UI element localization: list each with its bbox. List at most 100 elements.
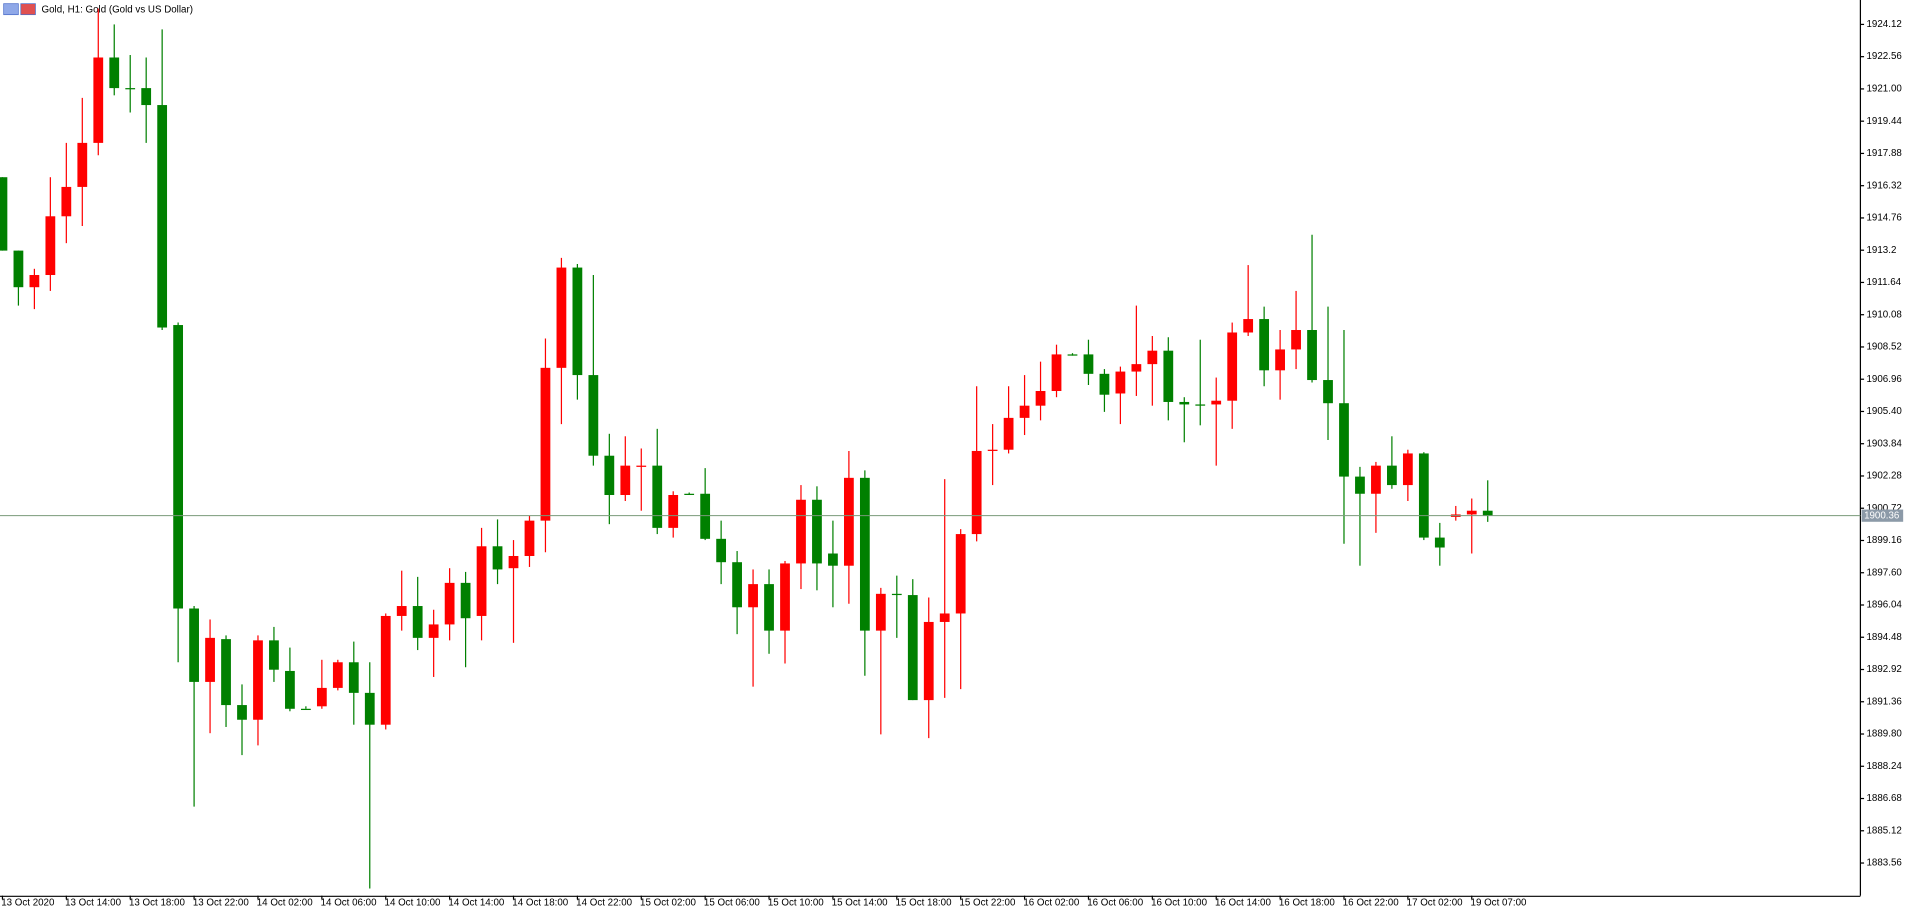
candle-body [492, 546, 503, 570]
candle-body [732, 562, 742, 608]
candle-body [1227, 332, 1238, 401]
candle-body [237, 705, 247, 720]
candle-body [428, 624, 439, 638]
candle-body [1482, 510, 1493, 516]
candle-body [1179, 401, 1190, 405]
candle-body [1402, 453, 1413, 486]
candle-body [77, 142, 88, 187]
x-tick-label: 14 Oct 02:00 [257, 898, 313, 909]
candle-body [1115, 371, 1126, 394]
candle-body [141, 88, 152, 106]
y-tick-label: 1906.96 [1867, 374, 1902, 385]
candle-body [348, 662, 359, 693]
candle-body [1339, 403, 1349, 477]
x-tick-label: 15 Oct 14:00 [832, 898, 888, 909]
candle-body [412, 606, 423, 638]
candle-body [460, 582, 471, 619]
candle-body [1147, 350, 1158, 365]
y-tick-label: 1902.28 [1867, 471, 1902, 482]
x-tick-label: 13 Oct 18:00 [129, 898, 185, 909]
candle-body [588, 375, 599, 456]
candle-body [971, 450, 982, 535]
candle-body [1291, 330, 1301, 350]
chart-title: Gold, H1: Gold (Gold vs US Dollar) [42, 4, 193, 15]
x-tick-label: 13 Oct 2020 [1, 898, 55, 909]
candle-body [1259, 319, 1270, 371]
candle-body [1434, 537, 1445, 548]
y-tick-label: 1894.48 [1867, 632, 1902, 643]
price-label-box [1861, 509, 1904, 522]
y-tick-label: 1896.04 [1867, 600, 1903, 611]
candle-body [1099, 373, 1110, 395]
x-tick-label: 15 Oct 18:00 [896, 898, 952, 909]
icon [20, 3, 36, 16]
candle-body [45, 216, 56, 276]
x-tick-label: 16 Oct 06:00 [1087, 898, 1143, 909]
y-tick-label: 1903.84 [1867, 438, 1903, 449]
candle-body [780, 563, 790, 631]
candle-body [1307, 330, 1317, 381]
candles [0, 8, 1493, 889]
candle-body [93, 57, 104, 143]
icon [3, 3, 19, 16]
x-tick-label: 15 Oct 10:00 [768, 898, 824, 909]
candle-body [1051, 354, 1062, 391]
candle-body [828, 553, 838, 566]
candle-body [796, 499, 806, 564]
candle-body [508, 555, 519, 569]
candle-body [939, 613, 950, 622]
candle-body [620, 465, 631, 495]
candle-body [476, 546, 487, 616]
candle-body [285, 670, 295, 709]
x-tick-label: 16 Oct 18:00 [1279, 898, 1335, 909]
y-tick-label: 1885.12 [1867, 825, 1902, 836]
y-tick-label: 1914.76 [1867, 213, 1902, 224]
x-tick-label: 16 Oct 10:00 [1151, 898, 1207, 909]
candle-body [844, 477, 854, 566]
y-tick-label: 1913.2 [1867, 245, 1897, 256]
candle-body [604, 455, 615, 495]
y-tick-label: 1917.88 [1867, 148, 1902, 159]
candle-body [556, 267, 567, 368]
y-tick-label: 1891.36 [1867, 696, 1902, 707]
candle-body [396, 606, 407, 616]
candle-body [189, 608, 199, 682]
candle-body [157, 105, 168, 328]
candle-body [875, 593, 886, 631]
candle-body [269, 640, 279, 670]
candle-body [61, 186, 72, 217]
y-tick-label: 1922.56 [1867, 51, 1902, 62]
candle-body [1019, 405, 1030, 418]
candle-body [316, 687, 327, 707]
candle-body [1067, 354, 1078, 356]
y-tick-label: 1899.16 [1867, 535, 1902, 546]
x-tick-label: 15 Oct 02:00 [640, 898, 696, 909]
candle-body [891, 593, 902, 596]
candle-body [380, 615, 391, 725]
x-tick-label: 16 Oct 22:00 [1343, 898, 1399, 909]
y-tick-label: 1916.32 [1867, 180, 1902, 191]
x-tick-label: 14 Oct 10:00 [385, 898, 441, 909]
x-tick-label: 19 Oct 07:00 [1471, 898, 1527, 909]
candle-body [572, 267, 583, 376]
y-tick-label: 1889.80 [1867, 729, 1903, 740]
x-tick-label: 17 Oct 02:00 [1407, 898, 1463, 909]
y-tick-label: 1905.40 [1867, 406, 1903, 417]
candle-body [0, 177, 8, 251]
candle-body [636, 465, 647, 467]
candle-body [684, 493, 695, 495]
candle-body [1355, 476, 1365, 494]
candle-body [540, 367, 551, 521]
y-tick-label: 1910.08 [1867, 309, 1902, 320]
x-tick-label: 14 Oct 14:00 [448, 898, 504, 909]
x-tick-label: 14 Oct 22:00 [576, 898, 632, 909]
candle-body [301, 708, 311, 711]
candle-body [1083, 354, 1094, 374]
candle-body [205, 637, 215, 682]
candle-body [1003, 417, 1014, 450]
candle-body [1418, 453, 1429, 538]
y-tick-label: 1908.52 [1867, 342, 1902, 353]
candle-body [1323, 380, 1333, 404]
